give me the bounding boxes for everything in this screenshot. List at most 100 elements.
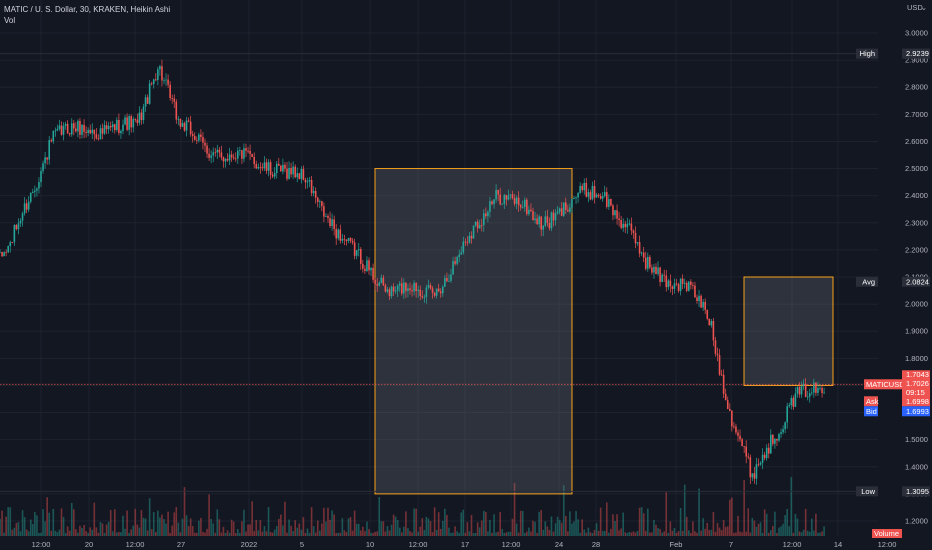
chart-legend: MATIC / U. S. Dollar, 30, KRAKEN, Heikin… (4, 4, 170, 26)
volume-bar (116, 532, 118, 536)
candle-body (304, 179, 307, 183)
volume-bar (616, 514, 618, 536)
candle-body (138, 112, 141, 123)
volume-bar (109, 510, 112, 536)
volume-bar (300, 529, 303, 536)
candle-body (673, 283, 676, 289)
candle-body (220, 152, 223, 158)
candle-body (208, 153, 210, 158)
volume-bar (548, 529, 551, 536)
ask-label-bg (864, 396, 878, 407)
volume-bar (714, 531, 717, 536)
candle-body (79, 120, 81, 135)
volume-bar (372, 532, 374, 536)
volume-bar (685, 516, 688, 536)
candle-body (290, 167, 292, 175)
volume-bar (478, 527, 481, 536)
volume-bar (784, 515, 786, 536)
candle-body (542, 225, 545, 230)
candle-body (310, 179, 313, 194)
candle-body (60, 125, 63, 135)
price-axis[interactable]: 3.0000 2.9000 2.8000 2.7000 2.6000 2.5000 2.40… (878, 0, 932, 550)
candle-body (331, 219, 333, 227)
candle-body (27, 201, 30, 210)
volume-bar (19, 531, 22, 536)
candle-body (409, 288, 411, 291)
volume-bar (376, 531, 378, 536)
volume-bar (218, 519, 221, 536)
volume-bar (7, 507, 9, 536)
candle-body (52, 130, 55, 142)
volume-bar (458, 532, 460, 536)
candle-body (97, 138, 100, 140)
volume-bar (571, 523, 573, 536)
candle-body (411, 290, 413, 292)
volume-bar (747, 508, 750, 536)
candle-body (474, 221, 477, 226)
time-axis[interactable]: 12:00 20 12:00 27 2022 5 10 12:00 17 12:00 24 28 Feb… (0, 536, 896, 550)
volume-bar (710, 529, 713, 536)
volume-bar (157, 510, 159, 536)
candle-body (485, 213, 487, 217)
volume-bar (519, 510, 522, 536)
volume-bar (622, 512, 624, 536)
candle-body (103, 125, 106, 134)
candle-body (398, 283, 401, 286)
volume-bar (597, 530, 600, 536)
volume-bar (581, 519, 583, 536)
candle-body (70, 123, 73, 135)
volume-bar (415, 508, 417, 536)
volume-bar (800, 532, 803, 536)
candle-body (42, 163, 44, 171)
symbol-title[interactable]: MATIC / U. S. Dollar, 30, KRAKEN, Heikin… (4, 5, 171, 14)
volume-bar (464, 532, 467, 536)
candle-body (665, 275, 668, 288)
candle-body (245, 148, 247, 151)
volume-bar (128, 532, 130, 536)
volume-bar (360, 530, 362, 536)
volume-bar (210, 518, 212, 536)
candle-body (708, 318, 711, 326)
volume-bar (23, 517, 26, 536)
volume-bar (261, 531, 264, 536)
volume-bar (27, 531, 30, 536)
volume-bar (284, 501, 286, 536)
volume-bar (556, 516, 559, 536)
volume-bar (425, 516, 428, 536)
volume-bar (388, 530, 391, 536)
volume-bar (382, 521, 385, 536)
candle-body (306, 181, 309, 183)
volume-bar (679, 508, 682, 536)
volume-bar (565, 515, 567, 536)
volume-legend[interactable]: Vol (4, 16, 16, 25)
volume-bar (93, 502, 96, 536)
volume-bar (411, 532, 413, 536)
candle-body (815, 382, 817, 393)
candle-body (34, 190, 36, 192)
volume-bar (786, 509, 788, 536)
volume-bar (708, 529, 711, 536)
candle-body (489, 201, 491, 212)
volume-bar (62, 517, 65, 536)
volume-bar (255, 520, 258, 536)
candle-body (480, 225, 483, 226)
candle-body (29, 192, 32, 202)
volume-bar (585, 532, 588, 536)
volume-bar (296, 527, 299, 536)
bid-value: 1.6993 (906, 407, 929, 416)
volume-bar (583, 529, 586, 536)
candle-body (571, 199, 573, 208)
volume-bar (487, 531, 489, 536)
volume-bar (89, 527, 91, 536)
candle-body (388, 289, 391, 297)
candle-body (530, 209, 532, 212)
high-label-bg (856, 48, 878, 59)
candle-body (622, 223, 624, 228)
volume-bar (355, 523, 358, 536)
volume-bar (280, 514, 282, 536)
volume-bar (753, 520, 756, 536)
candle-body (526, 199, 528, 214)
candle-body (56, 128, 59, 131)
